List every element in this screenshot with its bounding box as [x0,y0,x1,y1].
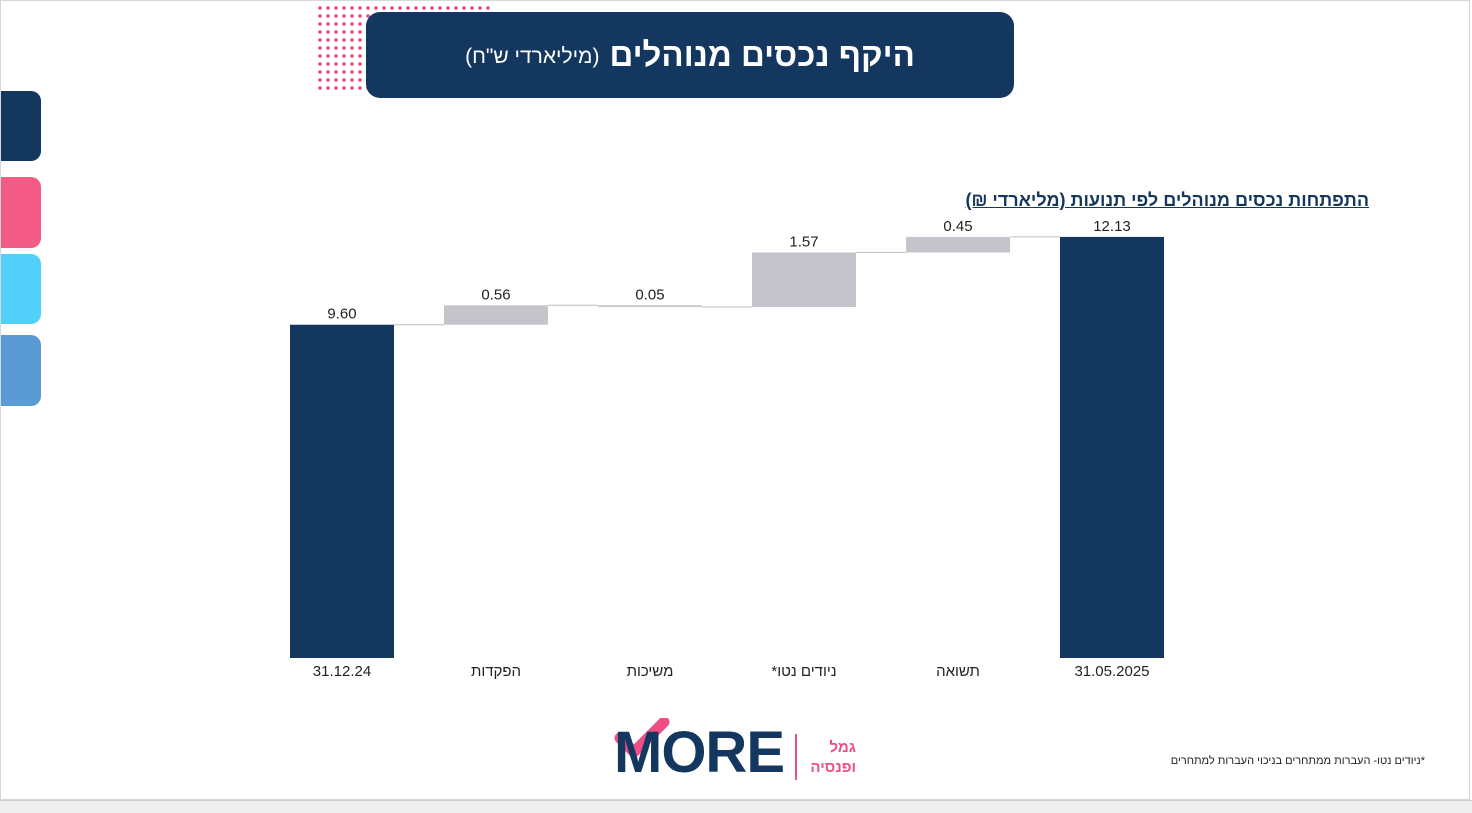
category-label-4: תשואה [936,663,980,680]
logo-subtitle: גמל ופנסיה [806,738,856,778]
category-label-1: הפקדות [471,663,521,680]
side-tab-navy[interactable] [1,91,41,161]
data-label-2: 0.05 [635,286,664,303]
logo-divider [795,734,797,780]
side-tab-pink[interactable] [1,177,41,248]
data-label-3: 1.57 [789,234,818,251]
category-label-3: ניודים נטו* [771,663,836,680]
page-title-banner: היקף נכסים מנוהלים (מיליארדי ש"ח) [366,12,1014,98]
check-mark-icon [614,718,670,758]
logo-subtitle-line1: גמל [829,739,856,756]
category-label-5: 31.05.2025 [1074,663,1149,680]
category-label-2: משיכות [627,663,674,680]
logo-subtitle-line2: ופנסיה [810,759,856,776]
bar-3 [752,252,856,308]
page-title: היקף נכסים מנוהלים [609,36,915,73]
data-label-0: 9.60 [327,306,356,323]
page-title-unit: (מיליארדי ש"ח) [465,45,600,68]
side-tab-blue[interactable] [1,335,41,406]
footnote: *ניודים נטו- העברות ממתחרים בניכוי העברו… [1170,755,1425,767]
logo-word: MORE [614,720,785,785]
side-tab-cyan[interactable] [1,254,41,324]
more-logo: MORE גמל ופנסיה [614,718,864,788]
bar-0 [290,324,394,658]
bar-1 [444,305,548,325]
data-label-1: 0.56 [481,286,510,303]
chart-title: התפתחות נכסים מנוהלים לפי תנועות (מליארד… [965,190,1369,210]
category-label-0: 31.12.24 [313,663,371,680]
bottom-strip [0,800,1472,813]
bar-5 [1060,236,1164,658]
data-label-5: 12.13 [1093,218,1131,235]
data-label-4: 0.45 [943,218,972,235]
bar-4 [906,236,1010,253]
bar-2 [598,305,702,308]
